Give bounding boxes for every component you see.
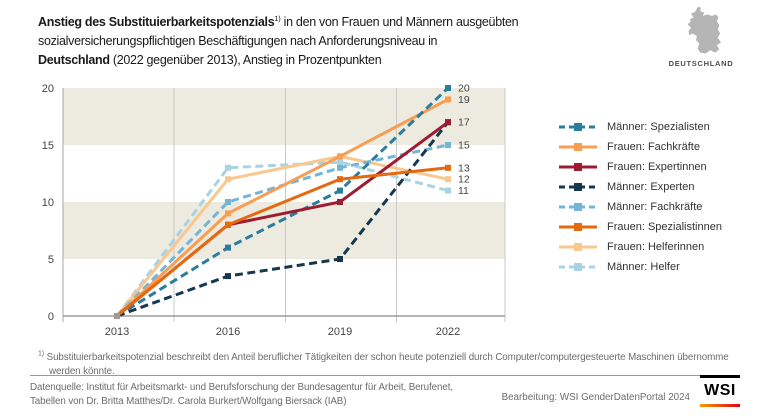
legend-swatch — [559, 123, 597, 131]
data-point-marker — [337, 199, 343, 205]
legend-item: Männer: Helfer — [558, 257, 722, 277]
legend-item: Frauen: Helferinnen — [558, 237, 722, 257]
end-value-label: 13 — [458, 162, 470, 174]
wsi-logo-top-bar — [700, 375, 740, 378]
end-value-label: 17 — [458, 117, 470, 129]
legend-item: Frauen: Spezialistinnen — [558, 217, 722, 237]
legend-swatch — [559, 243, 597, 251]
legend-swatch — [559, 163, 597, 171]
page-title: Anstieg des Substituierbarkeitspotenzial… — [38, 13, 658, 70]
data-point-marker — [445, 85, 451, 91]
series-line — [115, 160, 449, 317]
legend-item: Männer: Experten — [558, 177, 722, 197]
data-point-marker — [337, 256, 343, 262]
legend-swatch — [559, 223, 597, 231]
legend-label: Frauen: Spezialistinnen — [607, 221, 722, 233]
data-point-marker — [225, 164, 231, 171]
series-line — [116, 166, 449, 318]
series-line — [116, 121, 450, 318]
legend-swatch — [559, 143, 597, 151]
footnote-marker: 1) — [38, 350, 45, 358]
x-tick-label: 2013 — [105, 326, 129, 338]
wsi-logo-underline — [700, 404, 740, 407]
germany-silhouette — [687, 6, 721, 54]
x-tick-label: 2022 — [436, 326, 460, 338]
title-footnote-marker: 1) — [274, 13, 281, 23]
editing-credit: Bearbeitung: WSI GenderDatenPortal 2024 — [501, 392, 690, 403]
data-point-marker — [225, 210, 231, 217]
data-point-marker — [225, 199, 231, 205]
legend-swatch — [559, 263, 597, 271]
title-bold: Anstieg des Substituierbarkeitspotenzial… — [38, 15, 275, 29]
data-point-marker — [225, 221, 231, 228]
legend-label: Männer: Helfer — [607, 261, 680, 273]
y-tick-label: 5 — [48, 254, 54, 266]
source-line-1: Datenquelle: Institut für Arbeitsmarkt- … — [30, 382, 453, 393]
y-tick-label: 0 — [48, 311, 54, 323]
footnote: 1) Substituierbarkeitspotenzial beschrei… — [38, 351, 749, 378]
end-value-label: 12 — [458, 174, 470, 186]
end-value-label: 20 — [458, 83, 470, 95]
legend-swatch — [559, 203, 597, 211]
legend-item: Frauen: Fachkräfte — [558, 137, 722, 157]
data-point-marker — [225, 273, 231, 280]
legend-label: Männer: Experten — [607, 181, 695, 193]
map-label: DEUTSCHLAND — [668, 59, 734, 68]
y-tick-label: 10 — [42, 197, 54, 209]
data-point-marker — [225, 176, 231, 183]
title-text: in den von Frauen und Männern ausgeübten — [280, 15, 519, 29]
series-line — [115, 154, 449, 317]
title-line-3: Deutschland (2022 gegenüber 2013), Ansti… — [38, 53, 382, 67]
data-point-marker — [445, 96, 451, 103]
end-value-label: 15 — [458, 140, 470, 152]
data-point-marker — [337, 153, 343, 160]
plot-band — [63, 202, 505, 259]
title-line-2: sozialversicherungspflichtigen Beschäfti… — [38, 34, 438, 48]
footnote-text: Substituierbarkeitspotenzial beschreibt … — [44, 352, 729, 377]
legend-item: Männer: Spezialisten — [558, 117, 722, 137]
wsi-logo: WSI — [700, 375, 740, 407]
end-value-label: 11 — [458, 185, 469, 197]
legend-item: Männer: Fachkräfte — [558, 197, 722, 217]
legend-label: Frauen: Helferinnen — [607, 241, 705, 253]
data-point-marker — [445, 142, 451, 148]
legend-label: Männer: Fachkräfte — [607, 201, 703, 213]
origin-marker — [114, 313, 120, 319]
legend-label: Frauen: Fachkräfte — [607, 141, 700, 153]
data-point-marker — [225, 244, 231, 251]
data-source: Datenquelle: Institut für Arbeitsmarkt- … — [30, 381, 510, 408]
legend-label: Frauen: Expertinnen — [607, 161, 707, 173]
data-point-marker — [445, 119, 451, 126]
x-tick-label: 2016 — [216, 326, 240, 338]
germany-map-icon — [687, 6, 721, 54]
data-point-marker — [445, 187, 451, 194]
end-value-label: 19 — [458, 94, 470, 106]
germany-map-block: DEUTSCHLAND — [668, 6, 734, 68]
title-line-1: Anstieg des Substituierbarkeitspotenzial… — [38, 13, 658, 32]
y-tick-label: 20 — [42, 83, 54, 95]
chart-legend: Männer: Spezialisten Frauen: Fachkräfte Fr… — [558, 117, 722, 277]
data-point-marker — [445, 164, 451, 171]
divider-line — [30, 375, 740, 376]
data-point-marker — [337, 187, 343, 194]
data-point-marker — [445, 176, 451, 183]
data-point-marker — [337, 159, 343, 166]
data-point-marker — [337, 164, 343, 171]
series-line — [116, 86, 450, 318]
x-tick-label: 2019 — [328, 326, 352, 338]
series-line — [115, 98, 449, 318]
legend-label: Männer: Spezialisten — [607, 121, 710, 133]
source-line-2: Tabellen von Dr. Britta Matthes/Dr. Caro… — [30, 395, 347, 407]
legend-swatch — [559, 183, 597, 191]
data-point-marker — [337, 176, 343, 183]
y-tick-label: 15 — [42, 140, 54, 152]
legend-item: Frauen: Expertinnen — [558, 157, 722, 177]
wsi-logo-text: WSI — [704, 382, 736, 399]
